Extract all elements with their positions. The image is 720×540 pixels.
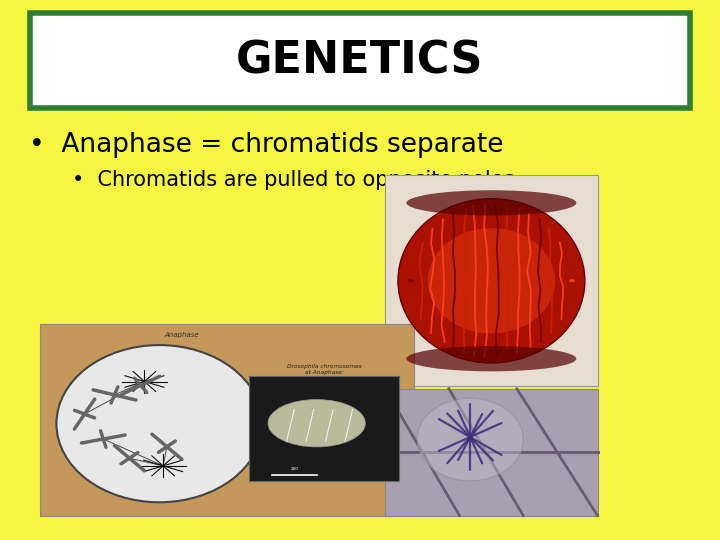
Bar <box>30 14 690 108</box>
Text: 200: 200 <box>290 467 298 471</box>
Ellipse shape <box>428 228 555 333</box>
Text: •  Chromatids are pulled to opposite poles: • Chromatids are pulled to opposite pole… <box>72 170 515 190</box>
Text: Drosophila chromosomes
at Anaphase:: Drosophila chromosomes at Anaphase: <box>287 364 361 375</box>
Text: •  Anaphase = chromatids separate: • Anaphase = chromatids separate <box>29 132 503 158</box>
Ellipse shape <box>417 399 523 481</box>
Ellipse shape <box>268 400 365 447</box>
Text: GENETICS: GENETICS <box>236 39 484 82</box>
Bar <box>385 389 598 516</box>
Ellipse shape <box>398 199 585 363</box>
Ellipse shape <box>406 190 577 215</box>
Bar <box>249 376 399 481</box>
Bar <box>40 324 414 516</box>
Ellipse shape <box>406 346 577 372</box>
Ellipse shape <box>56 345 262 502</box>
Text: Anaphase: Anaphase <box>165 332 199 338</box>
Bar <box>385 176 598 386</box>
